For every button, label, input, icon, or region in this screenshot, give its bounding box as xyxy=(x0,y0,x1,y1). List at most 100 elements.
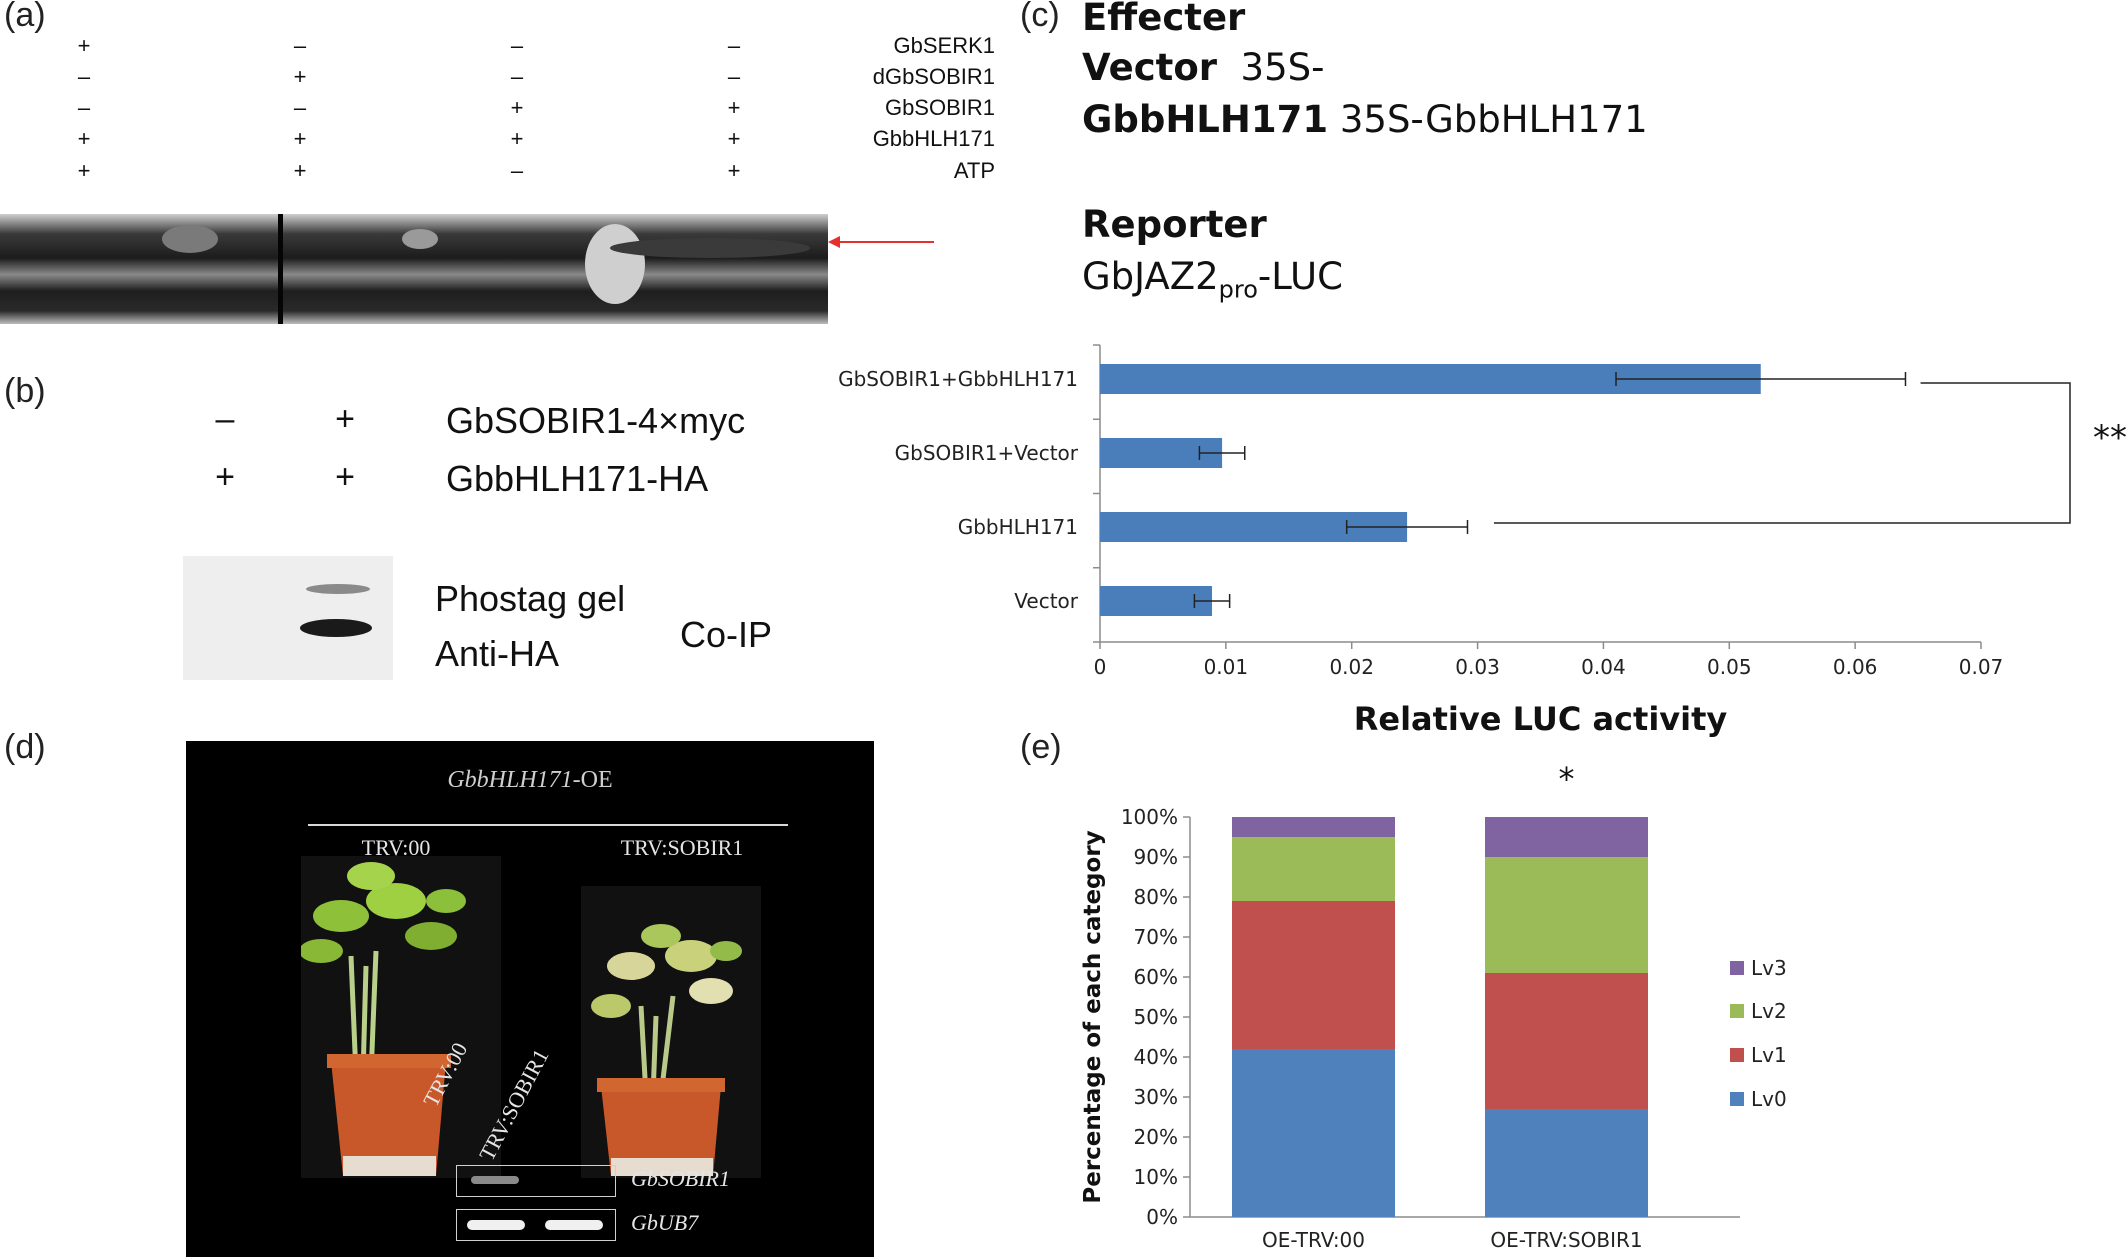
plant-trv00 xyxy=(301,862,466,1176)
category-label: Vector xyxy=(1014,589,1079,613)
significance-bracket xyxy=(1493,382,2071,524)
y-tick-label: 100% xyxy=(1121,805,1178,829)
stack-Lv0-1 xyxy=(1485,1109,1648,1217)
legend-swatch-Lv3 xyxy=(1730,961,1744,975)
significance-mark: ** xyxy=(2093,418,2127,458)
sign-r1-c1: + xyxy=(293,64,307,89)
legend-swatch-Lv0 xyxy=(1730,1092,1744,1106)
y-tick-label: 60% xyxy=(1134,965,1178,989)
x-tick-label: 0.02 xyxy=(1329,655,1374,679)
legend-label-Lv0: Lv0 xyxy=(1751,1087,1787,1111)
b-row2-sign2: + xyxy=(335,458,355,496)
stack-Lv1-1 xyxy=(1485,973,1648,1109)
b-row2-label: GbbHLH171-HA xyxy=(446,458,709,499)
sign-r3-c3: + xyxy=(727,126,741,151)
vector-bold: Vector xyxy=(1082,46,1217,89)
y-tick-label: 20% xyxy=(1134,1125,1178,1149)
y-tick-label: 70% xyxy=(1134,925,1178,949)
stack-Lv0-0 xyxy=(1232,1049,1395,1217)
sign-r0-c1: – xyxy=(293,33,307,58)
y-tick-label: 0% xyxy=(1146,1205,1178,1229)
b-row1-sign1: – xyxy=(215,400,235,438)
category-percentage-chart: 0% 10% 20% 30% 40% 50% 60% 70% 80% 90% 100% OE-TRV:… xyxy=(1080,760,1787,1252)
x-tick-label: 0.06 xyxy=(1833,655,1878,679)
y-axis-title: Percentage of each category xyxy=(1080,830,1106,1203)
y-tick-label: 40% xyxy=(1134,1045,1178,1069)
pcr-box-gbsobir1 xyxy=(456,1165,616,1197)
stack-Lv3-1 xyxy=(1485,817,1648,857)
photo-title: GbbHLH171-OE xyxy=(186,767,874,794)
sign-r4-c0: + xyxy=(77,158,91,183)
legend-label-Lv1: Lv1 xyxy=(1751,1043,1787,1067)
panel-d-label: (d) xyxy=(4,728,46,766)
sign-r3-c1: + xyxy=(293,126,307,151)
western-blot xyxy=(183,556,393,680)
row-label-dgbsobir1: dGbSOBIR1 xyxy=(872,64,995,89)
hlh-text: 35S-GbbHLH171 xyxy=(1339,98,1648,141)
photo-left-label: TRV:00 xyxy=(361,835,431,860)
category-label: OE-TRV:SOBIR1 xyxy=(1490,1228,1642,1252)
b-row2-sign1: + xyxy=(215,458,235,496)
category-label: GbSOBIR1+GbbHLH171 xyxy=(838,367,1078,391)
x-tick-label: 0.05 xyxy=(1707,655,1752,679)
sign-r4-c3: + xyxy=(727,158,741,183)
blot-label-coip: Co-IP xyxy=(680,614,773,655)
sign-r2-c2: + xyxy=(510,95,524,120)
pcr-gene-label-2: GbUB7 xyxy=(631,1210,699,1235)
red-arrow xyxy=(828,236,934,248)
sign-r3-c2: + xyxy=(510,126,524,151)
y-tick-label: 30% xyxy=(1134,1085,1178,1109)
row-label-gbsobir1: GbSOBIR1 xyxy=(884,95,995,120)
sign-r0-c2: – xyxy=(510,33,524,58)
y-tick-label: 10% xyxy=(1134,1165,1178,1189)
photo-divider xyxy=(308,824,788,826)
x-tick-label: 0.03 xyxy=(1455,655,1500,679)
category-label: GbSOBIR1+Vector xyxy=(895,441,1079,465)
panel-c-label: (c) xyxy=(1020,0,1060,34)
effecter-heading: Effecter xyxy=(1082,0,1246,39)
reporter-gene: GbJAZ2 xyxy=(1082,255,1219,298)
phos-tag-gel xyxy=(0,214,828,324)
panel-a-label: (a) xyxy=(4,0,46,34)
sign-r1-c0: – xyxy=(77,64,91,89)
plant-photos xyxy=(301,856,761,1178)
pcr-box-gbub7 xyxy=(456,1209,616,1241)
y-tick-label: 90% xyxy=(1134,845,1178,869)
x-tick-label: 0.01 xyxy=(1204,655,1249,679)
photo-title-rest: -OE xyxy=(572,767,613,793)
row-label-atp: ATP xyxy=(953,158,995,183)
stack-Lv2-0 xyxy=(1232,837,1395,901)
blot-label-phostag: Phostag gel xyxy=(435,578,626,619)
category-label: GbbHLH171 xyxy=(958,515,1078,539)
plant-photo-panel: GbbHLH171-OE TRV:00 TRV:SOBIR1 xyxy=(186,741,874,1257)
luc-activity-chart: 0 0.01 0.02 0.03 0.04 0.05 0.06 0.07 GbSOBIR1+Gb… xyxy=(838,344,2127,738)
hlh-bold: GbbHLH171 xyxy=(1082,98,1329,141)
reporter-luc: -LUC xyxy=(1257,255,1343,298)
pcr-band-ub7-1 xyxy=(467,1220,525,1230)
pcr-band-sobir1 xyxy=(471,1176,519,1184)
bar-3 xyxy=(1100,586,1213,616)
legend-swatch-Lv1 xyxy=(1730,1048,1744,1062)
photo-right-label: TRV:SOBIR1 xyxy=(620,835,744,860)
blot-label-antiha: Anti-HA xyxy=(435,633,560,674)
panel-b-label: (b) xyxy=(4,372,46,410)
sign-r2-c0: – xyxy=(77,95,91,120)
sign-r4-c2: – xyxy=(510,158,524,183)
panel-e-label: (e) xyxy=(1020,728,1062,766)
vector-line: Vector 35S- xyxy=(1082,46,1324,89)
reporter-heading: Reporter xyxy=(1082,203,1267,246)
sign-r1-c2: – xyxy=(510,64,524,89)
y-tick-label: 50% xyxy=(1134,1005,1178,1029)
x-tick-label: 0 xyxy=(1094,655,1107,679)
pcr-band-ub7-2 xyxy=(545,1220,603,1230)
x-tick-label: 0.04 xyxy=(1581,655,1626,679)
plant-trvsobir1 xyxy=(591,924,742,1176)
stack-Lv1-0 xyxy=(1232,901,1395,1049)
x-tick-label: 0.07 xyxy=(1959,655,2004,679)
x-axis-title: Relative LUC activity xyxy=(1354,700,1728,738)
row-label-gbserk1: GbSERK1 xyxy=(893,33,996,58)
sign-r0-c3: – xyxy=(727,33,741,58)
vector-text: 35S- xyxy=(1240,46,1325,89)
row-label-gbbhlh171: GbbHLH171 xyxy=(872,126,995,151)
legend-swatch-Lv2 xyxy=(1730,1004,1744,1018)
